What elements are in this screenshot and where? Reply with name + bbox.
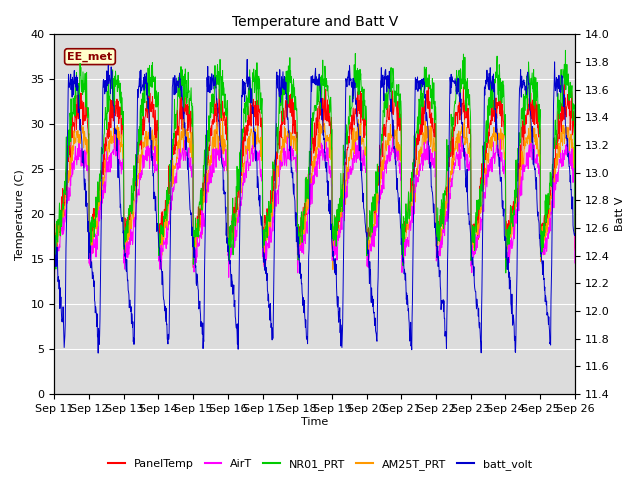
- Y-axis label: Temperature (C): Temperature (C): [15, 169, 25, 260]
- Legend: PanelTemp, AirT, NR01_PRT, AM25T_PRT, batt_volt: PanelTemp, AirT, NR01_PRT, AM25T_PRT, ba…: [104, 455, 536, 474]
- X-axis label: Time: Time: [301, 417, 328, 427]
- Title: Temperature and Batt V: Temperature and Batt V: [232, 15, 397, 29]
- Text: EE_met: EE_met: [67, 51, 113, 62]
- Y-axis label: Batt V: Batt V: [615, 197, 625, 231]
